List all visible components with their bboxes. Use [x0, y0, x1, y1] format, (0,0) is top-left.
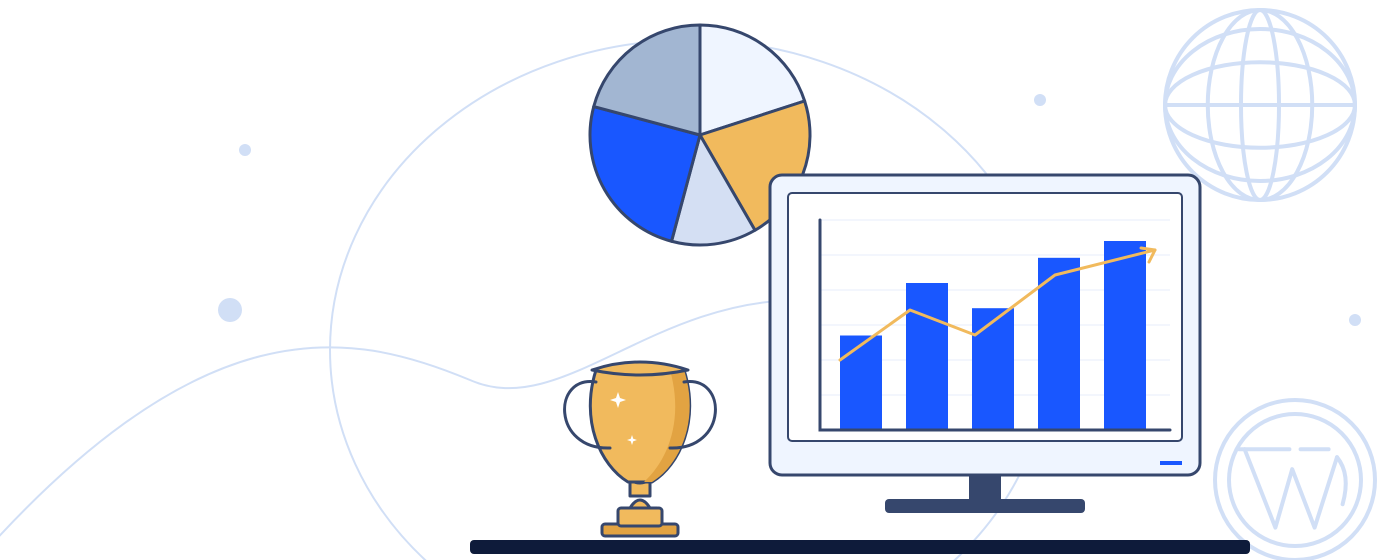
monitor-neck — [969, 473, 1001, 503]
bar — [972, 308, 1014, 430]
monitor — [770, 175, 1200, 513]
decor-dot — [218, 298, 242, 322]
wordpress-icon — [1215, 400, 1375, 560]
globe-icon — [1165, 10, 1355, 200]
trophy-rim — [592, 362, 688, 375]
trophy-icon — [565, 362, 716, 536]
trophy-stem-base — [618, 508, 662, 526]
decor-dot — [1034, 94, 1046, 106]
decor-dot — [1349, 314, 1361, 326]
bar — [1104, 241, 1146, 430]
decor-dot — [239, 144, 251, 156]
bar — [840, 336, 882, 431]
monitor-base — [885, 499, 1085, 513]
bar — [906, 283, 948, 430]
sparkle-icon — [653, 497, 663, 507]
ground-shadow — [470, 540, 1250, 554]
monitor-led — [1160, 461, 1182, 465]
